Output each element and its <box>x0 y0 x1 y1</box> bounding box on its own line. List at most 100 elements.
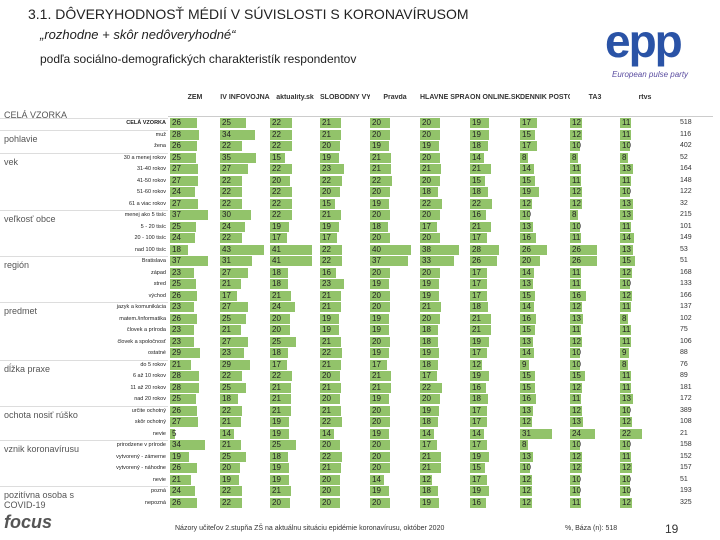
bar <box>520 497 533 508</box>
cell: 18 <box>420 187 470 197</box>
cell-value: 23 <box>322 164 331 173</box>
bar <box>470 497 487 508</box>
cell-value: 22 <box>272 164 281 173</box>
bar <box>570 417 584 427</box>
cell-value: 12 <box>522 486 531 495</box>
column-header: aktuality.sk <box>276 94 314 101</box>
cell: 18 <box>370 221 420 232</box>
cell: 19 <box>320 152 370 163</box>
cell-value: 17 <box>322 233 331 242</box>
cell: 12 <box>470 359 520 370</box>
bar <box>270 175 291 186</box>
cell: 10 <box>620 405 670 416</box>
cell: 8 <box>620 313 670 324</box>
cell-value: 18 <box>422 359 431 369</box>
cell-value: 27 <box>222 164 231 173</box>
bar <box>220 348 244 358</box>
cell-value: 14 <box>522 267 531 277</box>
cell: 21 <box>470 164 520 174</box>
cell: 21 <box>320 405 370 416</box>
bar <box>470 394 489 404</box>
bar <box>170 336 194 347</box>
row-base: 21 <box>680 429 688 437</box>
bar <box>420 290 440 301</box>
bar <box>370 302 391 312</box>
cell-value: 13 <box>522 279 531 288</box>
row-label: jazyk a komunikácia <box>116 304 166 310</box>
cell-value: 20 <box>322 394 331 403</box>
cell: 25 <box>170 394 220 404</box>
cell-value: 12 <box>622 497 631 507</box>
row-base: 89 <box>680 372 688 379</box>
logo: epp <box>605 15 683 67</box>
bar <box>320 371 341 381</box>
cell: 21 <box>170 359 220 370</box>
cell-value: 17 <box>472 279 481 288</box>
bar <box>420 279 440 289</box>
bar <box>570 244 597 255</box>
cell-value: 18 <box>472 141 481 150</box>
cell: 21 <box>320 359 370 370</box>
cell: 20 <box>420 152 470 163</box>
cell: 17 <box>470 267 520 278</box>
cell-value: 8 <box>522 440 527 449</box>
bar <box>520 486 533 496</box>
cell-value: 13 <box>522 336 531 346</box>
cell-value: 21 <box>322 382 331 392</box>
cell: 28 <box>170 371 220 381</box>
row-base: 152 <box>680 452 692 460</box>
cell-value: 20 <box>372 440 381 449</box>
bar <box>220 417 242 427</box>
bar <box>570 175 582 186</box>
group-divider <box>0 118 168 119</box>
cell: 18 <box>270 267 320 278</box>
cell: 19 <box>220 474 270 485</box>
cell: 20 <box>370 451 420 462</box>
cell: 41 <box>270 256 320 266</box>
bar <box>170 417 198 427</box>
cell: 21 <box>320 210 370 220</box>
bar <box>220 440 242 450</box>
cell-value: 12 <box>572 382 581 392</box>
cell-value: 20 <box>272 497 281 507</box>
cell-value: 25 <box>222 313 231 323</box>
cell: 15 <box>320 198 370 209</box>
cell: 17 <box>420 440 470 450</box>
cell-value: 40 <box>372 244 381 254</box>
cell-value: 16 <box>522 233 531 242</box>
bar <box>470 463 486 473</box>
cell: 19 <box>420 405 470 416</box>
cell-value: 10 <box>522 463 531 472</box>
cell: 23 <box>320 164 370 174</box>
bar <box>320 267 337 278</box>
group-label: vznik koronavírusu <box>4 444 80 454</box>
cell-value: 21 <box>322 405 331 415</box>
bar <box>170 233 195 243</box>
bar <box>420 198 443 209</box>
cell: 10 <box>570 359 620 370</box>
cell-value: 25 <box>222 451 231 461</box>
cell: 22 <box>370 175 420 186</box>
bar <box>270 336 296 347</box>
cell-value: 11 <box>572 233 581 242</box>
cell: 20 <box>420 233 470 243</box>
bar <box>420 302 442 312</box>
bar <box>370 141 390 151</box>
cell-value: 17 <box>472 440 481 449</box>
cell: 12 <box>620 463 670 473</box>
row-label: 41-50 rokov <box>136 177 166 184</box>
cell: 14 <box>470 152 520 163</box>
bar <box>420 348 440 358</box>
column-header: ZEM <box>187 94 203 101</box>
bar <box>520 152 529 163</box>
cell-value: 15 <box>522 382 531 392</box>
cell: 18 <box>470 302 520 312</box>
cell: 14 <box>520 267 570 278</box>
cell: 21 <box>470 313 520 324</box>
cell: 19 <box>420 497 470 508</box>
cell-value: 23 <box>172 325 181 334</box>
bar <box>620 256 636 266</box>
bar <box>220 267 248 278</box>
row-label: nepozná <box>144 499 166 506</box>
cell: 20 <box>320 141 370 151</box>
